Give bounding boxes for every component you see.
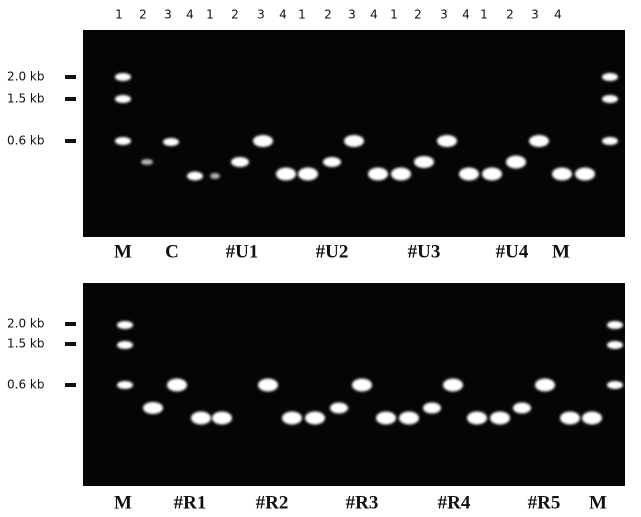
band — [582, 412, 602, 425]
lane-number: 1 — [206, 8, 214, 22]
band — [115, 137, 131, 145]
lane-label: #U4 — [496, 241, 529, 262]
lane-number: 1 — [115, 8, 123, 22]
band — [607, 341, 623, 349]
band — [212, 412, 232, 425]
lane-label: M — [114, 241, 132, 262]
lane-number: 2 — [139, 8, 147, 22]
band — [115, 73, 131, 81]
size-dash — [65, 75, 76, 79]
lane-number: 4 — [554, 8, 562, 22]
band — [298, 168, 318, 181]
size-label: 2.0 kb — [7, 70, 44, 84]
band — [602, 73, 618, 81]
lane-label: M — [552, 241, 570, 262]
band — [437, 135, 457, 147]
lane-number: 3 — [440, 8, 448, 22]
band — [163, 138, 179, 146]
band — [323, 157, 341, 167]
size-label: 1.5 kb — [7, 337, 44, 351]
lane-number: 4 — [186, 8, 194, 22]
band — [607, 321, 623, 329]
band — [602, 95, 618, 103]
lane-label: C — [165, 241, 179, 262]
band — [391, 168, 411, 181]
size-label: 0.6 kb — [7, 378, 44, 392]
band — [253, 135, 273, 147]
band — [305, 412, 325, 425]
band — [376, 412, 396, 425]
band — [459, 168, 479, 181]
lane-number: 3 — [348, 8, 356, 22]
band — [210, 173, 220, 179]
lane-number: 2 — [414, 8, 422, 22]
size-label: 1.5 kb — [7, 92, 44, 106]
band — [258, 379, 278, 392]
band — [560, 412, 580, 425]
lane-label: #R4 — [438, 492, 471, 513]
band — [423, 403, 441, 414]
band — [575, 168, 595, 181]
band — [141, 159, 153, 165]
lane-number: 1 — [298, 8, 306, 22]
lane-label: #R3 — [346, 492, 379, 513]
band — [282, 412, 302, 425]
band — [117, 341, 133, 349]
band — [467, 412, 487, 425]
lane-number: 1 — [480, 8, 488, 22]
band — [535, 379, 555, 392]
lane-number: 4 — [370, 8, 378, 22]
band — [167, 379, 187, 392]
band — [506, 156, 526, 169]
lane-label: #R5 — [528, 492, 561, 513]
lane-number: 4 — [279, 8, 287, 22]
lane-label: #U3 — [408, 241, 441, 262]
size-dash — [65, 342, 76, 346]
band — [117, 381, 133, 389]
band — [344, 135, 364, 147]
band — [399, 412, 419, 425]
lane-label: #U1 — [226, 241, 259, 262]
band — [443, 379, 463, 392]
lane-number: 4 — [462, 8, 470, 22]
band — [490, 412, 510, 425]
gel-figure: 123412341234123412342.0 kb1.5 kb0.6 kb2.… — [0, 0, 641, 517]
band — [187, 172, 203, 181]
band — [117, 321, 133, 329]
size-dash — [65, 97, 76, 101]
band — [602, 137, 618, 145]
band — [191, 412, 211, 425]
lane-label: M — [114, 492, 132, 513]
band — [368, 168, 388, 181]
size-dash — [65, 139, 76, 143]
lane-number: 2 — [231, 8, 239, 22]
band — [330, 403, 348, 414]
band — [513, 403, 531, 414]
lane-label: #R1 — [174, 492, 207, 513]
lane-number: 3 — [257, 8, 265, 22]
lane-label: #R2 — [256, 492, 289, 513]
size-dash — [65, 322, 76, 326]
lane-number: 2 — [324, 8, 332, 22]
size-dash — [65, 383, 76, 387]
band — [529, 135, 549, 147]
lane-number: 3 — [164, 8, 172, 22]
band — [607, 381, 623, 389]
band — [414, 156, 434, 168]
lane-number: 3 — [531, 8, 539, 22]
gel-top — [83, 30, 625, 237]
band — [115, 95, 131, 103]
size-label: 2.0 kb — [7, 317, 44, 331]
lane-label: #U2 — [316, 241, 349, 262]
size-label: 0.6 kb — [7, 134, 44, 148]
lane-number: 2 — [506, 8, 514, 22]
band — [231, 157, 249, 167]
band — [552, 168, 572, 181]
lane-number: 1 — [390, 8, 398, 22]
band — [352, 379, 372, 392]
band — [482, 168, 502, 181]
band — [143, 402, 163, 414]
lane-label: M — [589, 492, 607, 513]
band — [276, 168, 296, 181]
